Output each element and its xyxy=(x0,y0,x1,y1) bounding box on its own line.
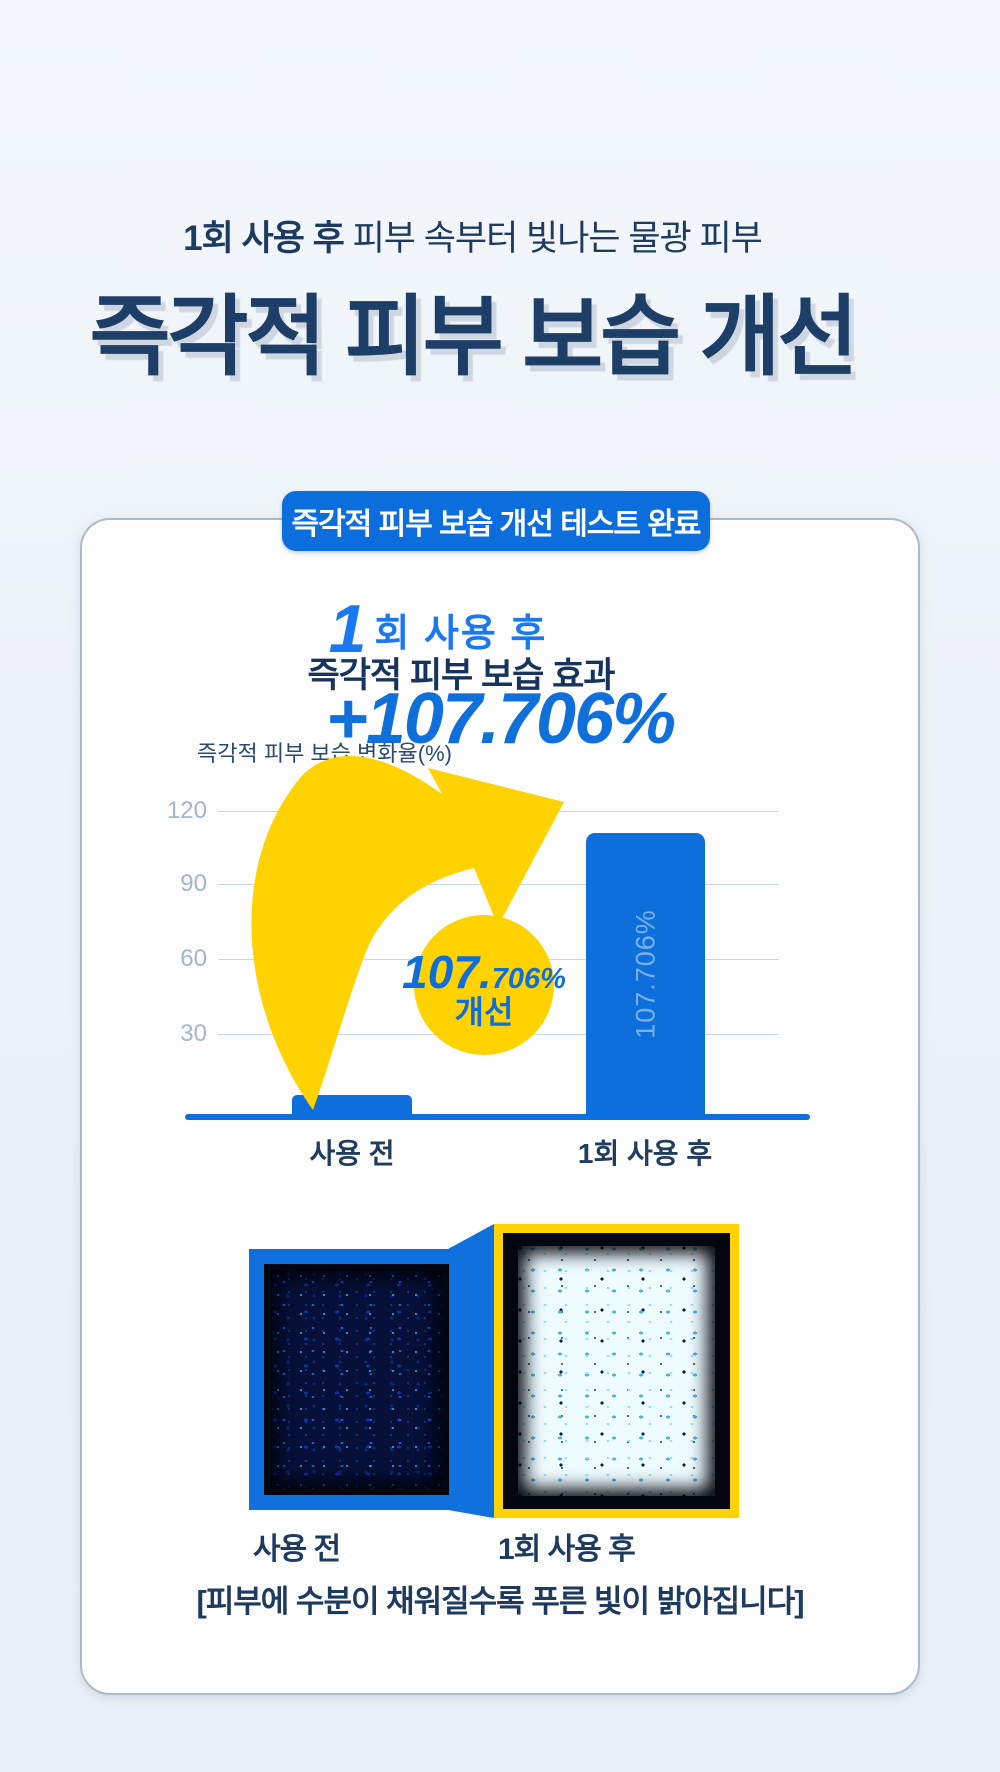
result-effect-value: +107.706% xyxy=(325,679,676,759)
bubble-label: 개선 xyxy=(454,994,514,1031)
subtitle-rest: 피부 속부터 빛나는 물광 피부 xyxy=(343,219,763,258)
improvement-bubble: 107.706% 개선 xyxy=(402,915,566,1055)
chart-baseline xyxy=(185,1114,810,1120)
bar-after-use: 107.706% xyxy=(586,833,705,1115)
bubble-value-main: 107. xyxy=(402,946,492,999)
page-subtitle: 1회 사용 후 피부 속부터 빛나는 물광 피부 xyxy=(0,210,945,261)
after-image-frame xyxy=(494,1224,739,1518)
xlabel-after: 1회 사용 후 xyxy=(577,1138,713,1169)
before-image-label: 사용 전 xyxy=(253,1533,341,1566)
bar-before-use xyxy=(292,1095,412,1115)
after-image-mount xyxy=(503,1233,730,1509)
improvement-arrow-icon xyxy=(251,755,565,1110)
test-complete-badge: 즉각적 피부 보습 개선 테스트 완료 xyxy=(282,491,710,551)
comparison-caption: [피부에 수분이 채워질수록 푸른 빛이 밝아집니다] xyxy=(196,1584,804,1619)
before-image-mount xyxy=(264,1264,449,1495)
result-effect-label: 즉각적 피부 보습 효과 xyxy=(307,656,616,695)
usage-count-digit: 1 xyxy=(328,591,367,667)
page-title: 즉각적 피부 보습 개선 xyxy=(89,287,859,386)
subtitle-strong: 1회 사용 후 xyxy=(183,219,345,258)
bubble-value: 107.706% xyxy=(402,949,566,995)
before-image-frame xyxy=(249,1249,464,1510)
bar-value-label: 107.706% xyxy=(630,909,660,1039)
usage-count-suffix: 회 사용 후 xyxy=(374,613,548,655)
ytick-30: 30 xyxy=(180,1020,207,1047)
ytick-60: 60 xyxy=(180,945,207,972)
after-image-label: 1회 사용 후 xyxy=(498,1533,636,1566)
bubble-value-frac: 706% xyxy=(491,963,566,996)
xlabel-before: 사용 전 xyxy=(309,1138,395,1169)
after-skin-microscope-image xyxy=(518,1246,715,1496)
before-skin-microscope-image xyxy=(270,1270,443,1489)
ytick-120: 120 xyxy=(166,797,207,824)
ytick-90: 90 xyxy=(180,870,207,897)
